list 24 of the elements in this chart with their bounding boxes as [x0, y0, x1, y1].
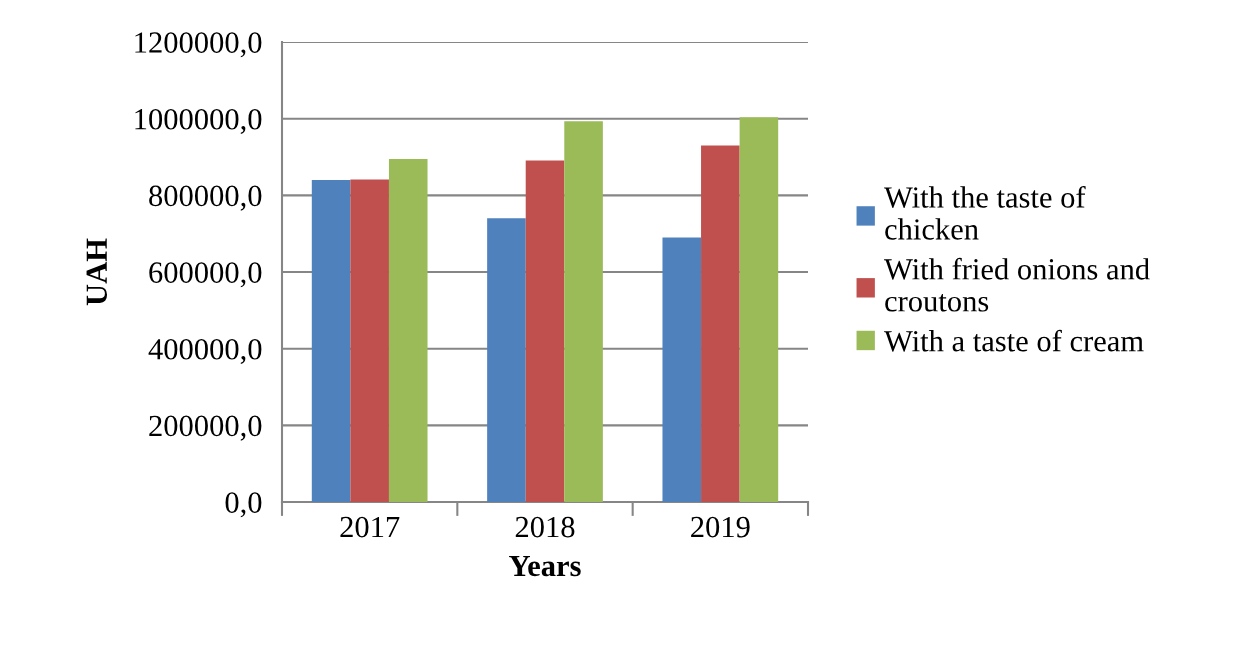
bar: [564, 121, 603, 502]
x-tick-label: 2019: [691, 516, 750, 538]
bar: [388, 158, 428, 502]
bar: [701, 145, 740, 502]
y-tick-label: 800000,0: [149, 185, 262, 211]
bar: [350, 179, 389, 502]
legend-label: With the taste of chicken: [884, 185, 1086, 240]
y-tick-label: 400000,0: [148, 338, 262, 364]
x-tick-label: 2018: [515, 516, 575, 538]
bar: [311, 180, 351, 502]
x-axis-title: Years: [509, 555, 581, 577]
y-tick-label: 600000,0: [149, 262, 262, 288]
y-tick-label: 0,0: [225, 492, 262, 518]
y-tick-label: 1000000,0: [135, 108, 262, 134]
legend-label: With a taste of cream: [884, 329, 1144, 352]
legend-label: With fried onions and croutons: [884, 257, 1150, 312]
bar: [739, 117, 779, 502]
bar: [525, 160, 565, 502]
y-tick-label: 200000,0: [149, 415, 262, 441]
x-tick-label: 2017: [340, 516, 400, 538]
bar: [662, 237, 702, 502]
bar: [487, 218, 526, 502]
y-axis-title: UAH: [86, 238, 108, 306]
y-tick-label: 1200000,0: [135, 32, 262, 58]
